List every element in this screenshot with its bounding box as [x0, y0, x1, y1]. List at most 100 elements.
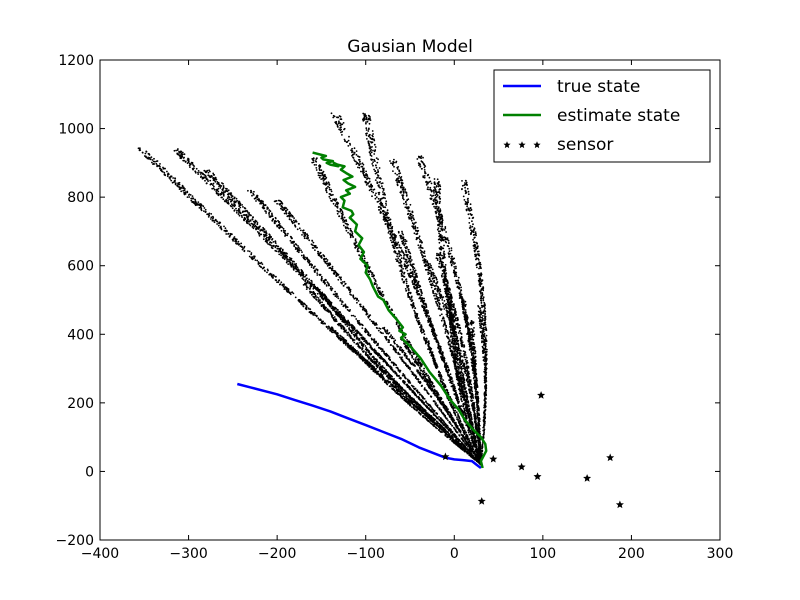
particle-dot [405, 195, 408, 197]
particle-dot [378, 181, 381, 184]
particle-dot [356, 301, 358, 304]
particle-dot [365, 121, 367, 123]
particle-dot [426, 260, 429, 263]
particle-dot [365, 122, 367, 125]
particle-dot [331, 287, 334, 290]
particle-dot [389, 224, 392, 227]
particle-dot [372, 191, 375, 194]
particle-dot [455, 430, 457, 432]
particle-dot [204, 179, 206, 182]
particle-dot [229, 192, 232, 195]
particle-dot [194, 170, 197, 173]
particle-dot [393, 236, 396, 239]
particle-dot [212, 177, 215, 180]
particle-dot [404, 337, 407, 339]
particle-dot [254, 259, 257, 261]
particle-dot [400, 249, 403, 252]
particle-dot [350, 326, 353, 329]
particle-dot [371, 195, 373, 198]
particle-dot [306, 233, 308, 236]
particle-dot [319, 290, 321, 293]
particle-dot [442, 424, 445, 426]
particle-dot [252, 224, 255, 227]
particle-dot [386, 209, 389, 212]
particle-dot [146, 157, 149, 160]
particle-dot [394, 363, 397, 366]
particle-dot [414, 307, 417, 310]
particle-dot [389, 367, 392, 370]
particle-dot [204, 208, 207, 211]
particle-dot [371, 347, 374, 350]
particle-dot [287, 263, 290, 265]
particle-dot [418, 235, 421, 238]
particle-dot [466, 448, 469, 451]
particle-dot [162, 166, 164, 169]
particle-dot [238, 214, 241, 217]
particle-dot [392, 246, 395, 249]
particle-dot [298, 273, 300, 276]
particle-dot [433, 205, 435, 208]
particle-dot [410, 217, 413, 220]
particle-dot [310, 243, 313, 246]
particle-dot [277, 219, 279, 222]
particle-dot [411, 216, 413, 219]
particle-dot [300, 249, 302, 252]
particle-dot [335, 272, 338, 275]
particle-dot [166, 170, 168, 173]
particle-dot [282, 253, 284, 256]
particle-dot [194, 171, 197, 174]
particle-dot [455, 411, 458, 414]
particle-dot [231, 233, 233, 236]
particle-dot [295, 265, 298, 268]
particle-dot [369, 318, 371, 321]
particle-dot [381, 202, 384, 205]
particle-dot [407, 210, 410, 212]
particle-dot [436, 295, 438, 298]
particle-dot [217, 182, 220, 185]
particle-dot [222, 198, 225, 201]
particle-dot [380, 182, 383, 185]
particle-dot [392, 362, 395, 365]
particle-dot [342, 305, 345, 308]
particle-dot [376, 161, 379, 164]
particle-dot [390, 366, 392, 368]
particle-dot [273, 275, 275, 277]
particle-dot [286, 252, 288, 255]
particle-dot [217, 193, 220, 196]
particle-dot [337, 210, 340, 213]
particle-dot [384, 218, 386, 220]
particle-dot [351, 327, 354, 330]
particle-dot [297, 268, 299, 270]
particle-dot [286, 258, 289, 260]
particle-dot [339, 298, 342, 300]
particle-dot [207, 171, 210, 174]
particle-dot [414, 394, 417, 397]
particle-dot [313, 285, 316, 287]
particle-dot [358, 166, 361, 169]
particle-dot [356, 162, 359, 165]
particle-dot [263, 207, 266, 210]
particle-dot [325, 187, 328, 190]
particle-dot [396, 366, 399, 369]
particle-dot [298, 227, 301, 230]
particle-dot [365, 184, 368, 186]
particle-dot [197, 201, 200, 204]
particle-dot [328, 186, 331, 189]
particle-dot [386, 223, 389, 226]
particle-dot [361, 337, 364, 340]
particle-dot [262, 238, 265, 241]
particle-dot [335, 307, 338, 310]
particle-dot [360, 305, 362, 308]
particle-dot [287, 288, 290, 290]
particle-dot [321, 172, 324, 175]
particle-dot [293, 260, 295, 263]
particle-dot [381, 350, 383, 352]
particle-dot [450, 249, 453, 252]
particle-dot [292, 219, 295, 222]
particle-dot [413, 373, 415, 376]
particle-dot [205, 178, 208, 181]
particle-dot [303, 232, 305, 234]
particle-dot [402, 373, 405, 375]
particle-dot [318, 176, 321, 179]
particle-dot [265, 212, 267, 214]
